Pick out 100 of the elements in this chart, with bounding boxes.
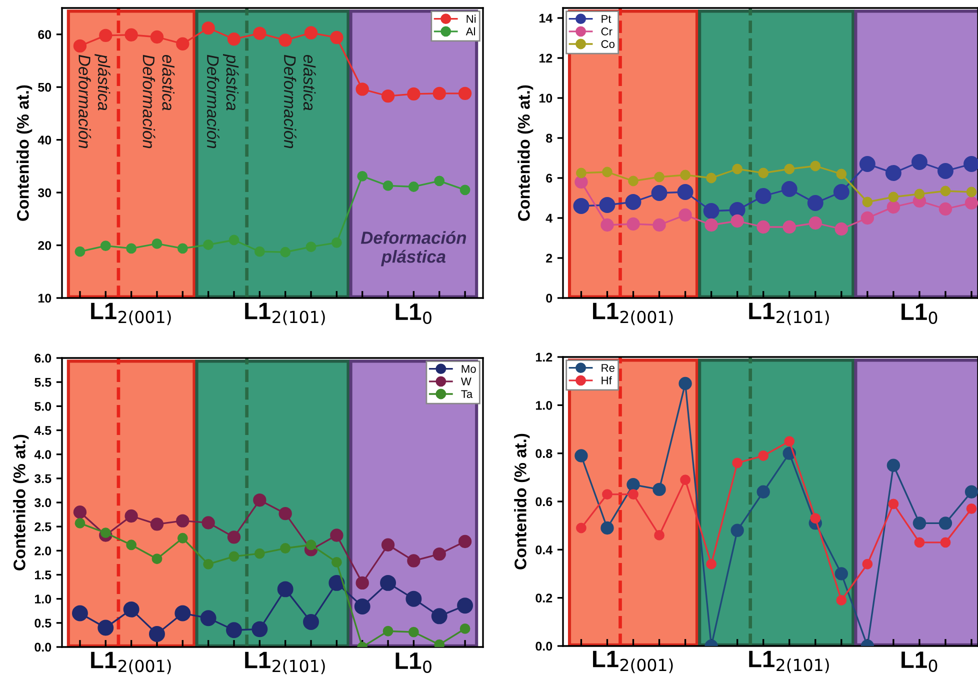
y-axis-title: Contenido (% at.) xyxy=(16,85,32,221)
point xyxy=(431,608,448,624)
point xyxy=(280,246,291,258)
y-tick-label: 5.5 xyxy=(34,378,52,387)
point xyxy=(253,493,266,507)
y-tick-label: 30 xyxy=(38,188,52,198)
point xyxy=(458,534,472,548)
point xyxy=(964,196,978,210)
point xyxy=(784,164,795,174)
point xyxy=(886,458,900,472)
point xyxy=(254,246,265,257)
x-tick-label: L1$_{2(001)}$ xyxy=(91,652,171,674)
point xyxy=(150,518,164,531)
y-tick-label: 0.6 xyxy=(536,497,552,506)
point xyxy=(304,26,318,40)
point xyxy=(704,218,718,232)
point xyxy=(756,485,770,498)
y-tick-label: 5.0 xyxy=(34,402,52,411)
point xyxy=(228,551,240,562)
point xyxy=(784,436,795,446)
point xyxy=(782,220,796,234)
point xyxy=(74,246,86,257)
point xyxy=(911,154,928,170)
point xyxy=(98,620,114,636)
annotation: Deformación plástica xyxy=(78,54,110,148)
y-tick-label: 0.0 xyxy=(34,642,52,652)
point xyxy=(730,524,744,537)
point xyxy=(458,86,472,100)
point xyxy=(254,548,265,559)
y-tick-label: 4.0 xyxy=(34,450,52,459)
y-tick-label: 50 xyxy=(38,82,52,92)
y-tick-label: 14 xyxy=(539,14,553,23)
point xyxy=(964,485,978,498)
y-tick-label: 1.5 xyxy=(34,570,52,580)
point xyxy=(408,182,419,192)
point xyxy=(885,165,902,181)
point xyxy=(938,516,952,530)
point xyxy=(227,530,241,544)
point xyxy=(628,176,638,186)
point xyxy=(625,194,642,210)
y-tick-label: 8 xyxy=(546,134,552,143)
point xyxy=(202,21,215,35)
point xyxy=(303,614,319,630)
point xyxy=(860,211,874,225)
point xyxy=(912,516,926,530)
legend-label: Co xyxy=(601,40,615,48)
point xyxy=(330,30,344,44)
point xyxy=(680,474,690,486)
point xyxy=(203,240,214,250)
y-tick-label: 0.5 xyxy=(34,618,52,628)
point xyxy=(859,156,876,172)
point xyxy=(680,170,690,180)
point xyxy=(781,181,798,197)
point xyxy=(381,538,395,552)
point xyxy=(654,530,664,540)
y-tick-label: 0.2 xyxy=(536,594,552,602)
y-tick-label: 2.0 xyxy=(34,546,52,556)
point xyxy=(732,164,743,174)
point xyxy=(886,200,900,214)
point xyxy=(678,208,692,222)
point xyxy=(331,237,342,248)
point xyxy=(758,168,769,178)
y-tick-label: 3.0 xyxy=(34,498,52,508)
point xyxy=(100,240,111,252)
point xyxy=(966,504,977,514)
point xyxy=(253,26,266,40)
y-tick-label: 2 xyxy=(546,254,552,263)
point xyxy=(73,39,87,53)
point xyxy=(126,540,137,550)
y-tick-label: 60 xyxy=(38,30,52,40)
point xyxy=(862,196,873,208)
point xyxy=(176,37,190,50)
point xyxy=(652,482,666,496)
annotation: Deformación plástica xyxy=(206,54,239,148)
point xyxy=(807,195,824,211)
point xyxy=(407,87,420,101)
point xyxy=(252,621,268,638)
x-tick-label: L1$_{0}$ xyxy=(396,652,432,674)
point xyxy=(328,574,345,591)
point xyxy=(356,82,369,96)
y-tick-label: 2.5 xyxy=(34,522,52,532)
legend-label: Pt xyxy=(602,15,612,23)
y-tick-label: 1.0 xyxy=(34,594,52,604)
point xyxy=(678,376,692,390)
point xyxy=(228,234,240,246)
legend-label: Ni xyxy=(466,14,476,23)
point xyxy=(177,243,188,254)
point xyxy=(382,180,394,191)
point xyxy=(703,203,720,219)
point xyxy=(200,610,216,626)
x-tick-label: L1$_{0}$ xyxy=(396,304,432,324)
point xyxy=(808,216,822,230)
point xyxy=(862,558,873,570)
point xyxy=(888,498,899,510)
annotation: Deformación elástica xyxy=(284,54,316,148)
point xyxy=(626,217,640,231)
legend-label: Al xyxy=(466,27,475,36)
point xyxy=(677,184,694,200)
point xyxy=(457,598,474,614)
point xyxy=(732,458,743,468)
